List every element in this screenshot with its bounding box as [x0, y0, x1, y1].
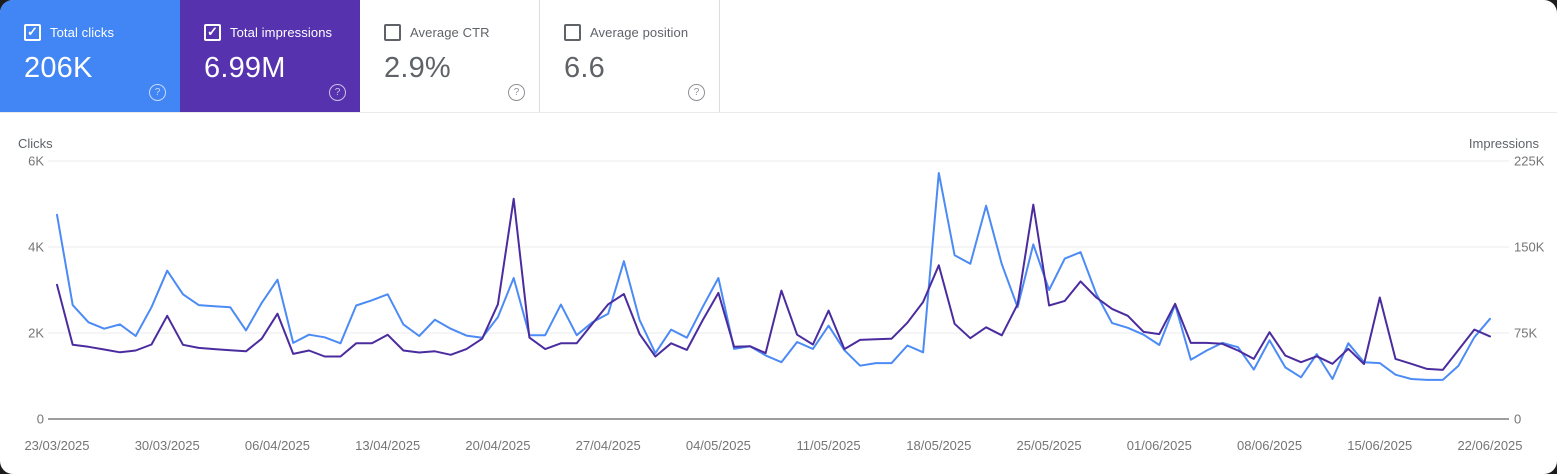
- help-icon[interactable]: ?: [508, 84, 525, 101]
- total-impressions-checkbox[interactable]: ✓: [204, 24, 221, 41]
- right-axis-title: Impressions: [1469, 136, 1540, 151]
- right-axis-tick: 150K: [1514, 240, 1545, 255]
- axis-ticks: 0 0 2K 75K 4K 150K 6K 225K: [28, 154, 1545, 427]
- x-tick-label: 04/05/2025: [686, 438, 751, 453]
- performance-chart[interactable]: Clicks Impressions 0 0 2K 75K 4K 150K 6K 225K 2…: [0, 130, 1557, 474]
- x-tick-label: 06/04/2025: [245, 438, 310, 453]
- x-tick-label: 08/06/2025: [1237, 438, 1302, 453]
- average-position-checkbox[interactable]: ✓: [564, 24, 581, 41]
- help-icon[interactable]: ?: [149, 84, 166, 101]
- left-axis-tick: 4K: [28, 240, 44, 255]
- right-axis-tick: 75K: [1514, 326, 1537, 341]
- impressions-line: [56, 197, 1491, 371]
- x-tick-label: 20/04/2025: [465, 438, 530, 453]
- metric-card-total-impressions[interactable]: ✓ Total impressions 6.99M ?: [180, 0, 360, 112]
- metric-card-value: 2.9%: [384, 52, 451, 84]
- right-axis-tick: 225K: [1514, 154, 1545, 169]
- x-tick-label: 15/06/2025: [1347, 438, 1412, 453]
- right-axis-tick: 0: [1514, 412, 1521, 427]
- check-icon: ✓: [27, 24, 38, 39]
- chart-series: [56, 172, 1491, 381]
- x-tick-label: 25/05/2025: [1017, 438, 1082, 453]
- metric-card-value: 6.6: [564, 52, 605, 84]
- left-axis-tick: 2K: [28, 326, 44, 341]
- metric-cards-row: ✓ Total clicks 206K ? ✓ Total impression…: [0, 0, 1557, 113]
- help-icon[interactable]: ?: [329, 84, 346, 101]
- left-axis-tick: 0: [37, 412, 44, 427]
- metric-card-header: ✓ Average CTR: [384, 24, 539, 41]
- x-tick-label: 18/05/2025: [906, 438, 971, 453]
- clicks-line: [56, 172, 1491, 381]
- total-clicks-checkbox[interactable]: ✓: [24, 24, 41, 41]
- help-icon[interactable]: ?: [688, 84, 705, 101]
- x-tick-label: 30/03/2025: [135, 438, 200, 453]
- x-tick-label: 11/05/2025: [797, 438, 861, 453]
- metric-card-label: Total clicks: [50, 25, 115, 40]
- metric-card-value: 6.99M: [204, 52, 286, 84]
- metric-card-value: 206K: [24, 52, 93, 84]
- metric-card-label: Average position: [590, 25, 689, 40]
- x-tick-label: 22/06/2025: [1457, 438, 1522, 453]
- metric-card-header: ✓ Total clicks: [24, 24, 180, 41]
- gridlines: [48, 160, 1509, 420]
- x-axis-labels: 23/03/2025 30/03/2025 06/04/2025 13/04/2025…: [24, 438, 1522, 453]
- metric-card-total-clicks[interactable]: ✓ Total clicks 206K ?: [0, 0, 180, 112]
- left-axis-tick: 6K: [28, 154, 44, 169]
- metric-card-label: Average CTR: [410, 25, 490, 40]
- left-axis-title: Clicks: [18, 136, 53, 151]
- metric-card-header: ✓ Average position: [564, 24, 719, 41]
- metric-card-average-position[interactable]: ✓ Average position 6.6 ?: [540, 0, 720, 112]
- x-tick-label: 13/04/2025: [355, 438, 420, 453]
- x-tick-label: 01/06/2025: [1127, 438, 1192, 453]
- metric-card-average-ctr[interactable]: ✓ Average CTR 2.9% ?: [360, 0, 540, 112]
- metric-card-header: ✓ Total impressions: [204, 24, 360, 41]
- average-ctr-checkbox[interactable]: ✓: [384, 24, 401, 41]
- performance-chart-svg[interactable]: Clicks Impressions 0 0 2K 75K 4K 150K 6K 225K 2…: [0, 130, 1557, 474]
- x-tick-label: 23/03/2025: [24, 438, 89, 453]
- x-tick-label: 27/04/2025: [576, 438, 641, 453]
- check-icon: ✓: [207, 24, 218, 39]
- metric-card-label: Total impressions: [230, 25, 333, 40]
